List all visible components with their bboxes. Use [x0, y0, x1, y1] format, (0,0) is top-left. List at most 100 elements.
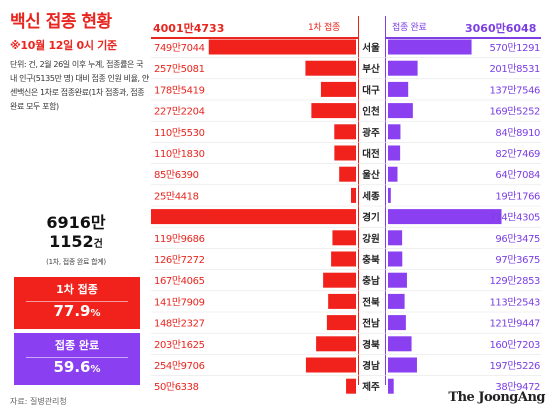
first-dose-bar	[311, 103, 356, 119]
full-dose-bar	[388, 357, 417, 373]
first-dose-rate-unit: %	[90, 308, 101, 319]
full-dose-value-label: 19만1766	[495, 190, 540, 202]
full-dose-bar	[388, 60, 418, 76]
total-line1: 6916만	[46, 213, 106, 232]
first-dose-bar	[151, 209, 356, 225]
first-dose-bar	[334, 124, 356, 140]
first-dose-bar	[305, 60, 356, 76]
first-dose-value-label: 203만1625	[154, 339, 205, 351]
full-dose-bar	[388, 39, 472, 55]
region-label: 서울	[362, 42, 380, 54]
region-label: 인천	[362, 107, 379, 118]
full-dose-value-label: 169만5252	[489, 106, 540, 118]
first-dose-value-label: 25만4418	[154, 190, 199, 202]
first-dose-bar	[320, 81, 356, 97]
full-dose-value-label: 129만2853	[489, 275, 540, 287]
region-label: 경남	[362, 360, 380, 372]
region-label: 충남	[362, 275, 380, 287]
full-dose-bar	[388, 315, 406, 331]
region-label: 광주	[362, 127, 380, 139]
unit-note: 단위: 건, 2월 26일 이후 누계, 접종률은 국내 인구(5135만 명)…	[10, 60, 149, 111]
full-dose-axis-line	[385, 16, 386, 385]
full-dose-bar	[388, 103, 413, 119]
full-dose-header-label: 접종 완료	[392, 23, 427, 33]
region-label: 대구	[362, 84, 380, 96]
first-dose-value-label: 254만9706	[154, 360, 205, 372]
full-dose-value-label: 160만7203	[489, 339, 540, 351]
full-dose-header-rule	[385, 37, 541, 39]
full-dose-bar	[388, 124, 401, 140]
page-title: 백신 접종 현황	[10, 12, 112, 32]
full-dose-bar	[388, 166, 398, 182]
first-dose-axis-line	[358, 16, 359, 385]
first-dose-bar	[305, 357, 356, 373]
first-dose-value-label: 167만4065	[154, 275, 205, 287]
source-note: 자료: 질병관리청	[10, 397, 67, 406]
first-dose-header-rule	[151, 37, 358, 39]
publisher-logo: The JoongAng	[448, 390, 545, 405]
first-dose-value-label: 50만6338	[154, 381, 199, 393]
total-caption: (1차, 접종 완료 합계)	[46, 258, 106, 266]
first-dose-value-label: 749만7044	[154, 42, 205, 54]
region-label: 세종	[362, 190, 380, 202]
first-dose-bar	[332, 230, 356, 246]
full-dose-total: 3060만6048	[465, 22, 537, 35]
full-dose-bar	[388, 251, 403, 267]
first-dose-bar	[331, 251, 356, 267]
full-dose-rate-value: 59.6%	[14, 358, 140, 379]
full-dose-bar	[388, 81, 409, 97]
first-dose-rate-box: 1차 접종 77.9%	[14, 277, 140, 329]
full-dose-bar	[388, 378, 394, 394]
first-dose-bar	[351, 187, 356, 203]
region-label: 경북	[362, 339, 380, 351]
first-dose-bar	[323, 272, 356, 288]
region-label: 전남	[362, 318, 380, 330]
first-dose-total: 4001만4733	[153, 22, 225, 35]
full-dose-value-label: 137만7546	[489, 84, 540, 96]
first-dose-bar	[346, 378, 356, 394]
full-dose-value-label: 774만4305	[489, 212, 540, 224]
full-dose-bar	[388, 230, 403, 246]
total-line2-unit: 건	[93, 239, 103, 250]
full-dose-value-label: 64만7084	[495, 169, 540, 181]
full-dose-bar	[388, 209, 502, 225]
full-dose-divider	[26, 357, 128, 358]
total-line2-number: 1152	[49, 232, 94, 251]
full-dose-value-label: 113만2543	[489, 296, 540, 308]
region-label: 울산	[362, 169, 380, 181]
first-dose-value-label: 126만7272	[154, 254, 205, 266]
full-dose-bar	[388, 293, 405, 309]
full-dose-rate-number: 59.6	[53, 358, 91, 376]
first-dose-header-label: 1차 접종	[308, 23, 340, 33]
full-dose-value-label: 38만9472	[495, 381, 540, 393]
full-dose-bar	[388, 272, 407, 288]
first-dose-value-label: 148만2327	[154, 318, 205, 330]
region-label: 경기	[362, 212, 379, 224]
first-dose-bar	[339, 166, 356, 182]
region-label: 부산	[362, 63, 380, 75]
first-dose-bar	[334, 145, 356, 161]
full-dose-value-label: 201만8531	[489, 63, 540, 75]
full-dose-rate-box: 접종 완료 59.6%	[14, 333, 140, 385]
first-dose-rate-number: 77.9	[53, 302, 91, 320]
first-dose-value-label: 178만5419	[154, 84, 205, 96]
full-dose-bar	[388, 145, 401, 161]
first-dose-bar	[208, 39, 356, 55]
first-dose-value-label: 85만6390	[154, 169, 199, 181]
full-dose-value-label: 82만7469	[495, 148, 540, 160]
full-dose-value-label: 121만9447	[489, 318, 540, 330]
first-dose-bar	[326, 315, 356, 331]
first-dose-value-label: 227만2204	[154, 106, 205, 118]
first-dose-bar	[316, 336, 356, 352]
full-dose-bar	[388, 187, 391, 203]
first-dose-value-label: 110만5530	[154, 127, 205, 139]
first-dose-value-label: 141만7909	[154, 296, 205, 308]
first-dose-divider	[26, 301, 128, 302]
region-label: 강원	[362, 233, 379, 245]
region-label: 제주	[362, 381, 380, 393]
first-dose-value-label: 257만5081	[154, 63, 205, 75]
full-dose-value-label: 84만8910	[495, 127, 540, 139]
full-dose-value-label: 96만3475	[495, 233, 540, 245]
first-dose-value-label: 1043만7889	[154, 212, 211, 224]
